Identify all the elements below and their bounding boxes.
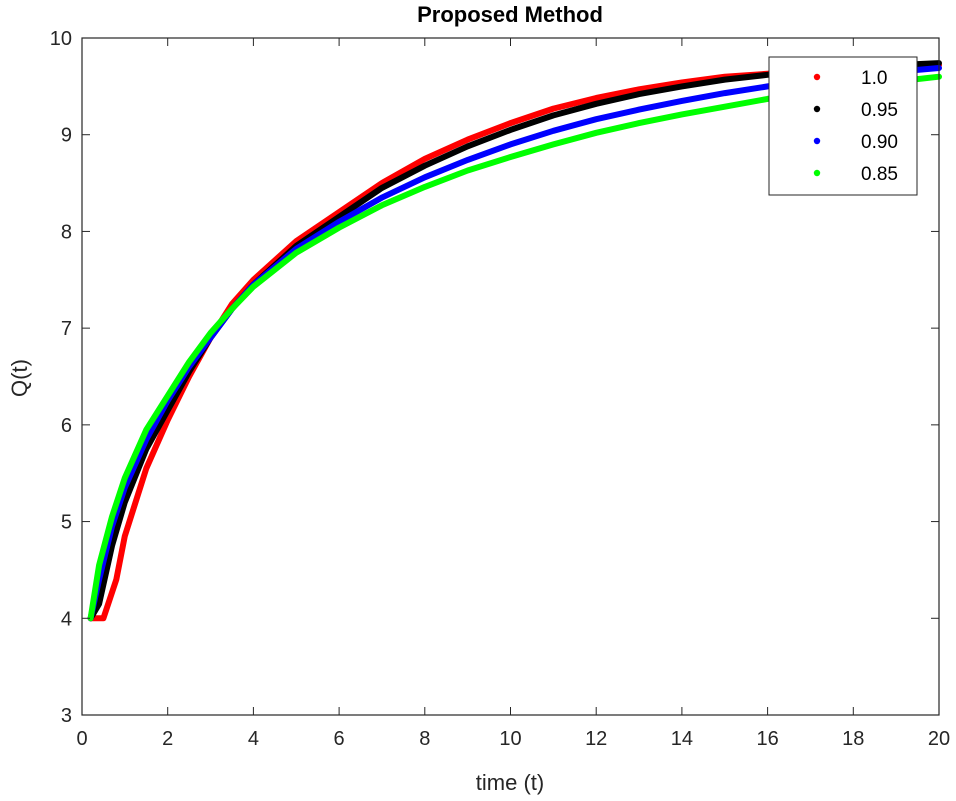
series-line-3 [87, 73, 942, 622]
y-tick-label: 4 [61, 608, 72, 630]
series-line-1 [87, 60, 942, 622]
x-tick-label: 16 [756, 728, 778, 750]
legend-label: 0.95 [861, 100, 898, 121]
chart-title: Proposed Method [417, 2, 603, 27]
legend-marker [813, 137, 821, 145]
legend-label: 1.0 [861, 68, 887, 89]
x-tick-label: 2 [162, 728, 173, 750]
legend-marker [813, 169, 821, 177]
legend-marker [813, 73, 821, 81]
y-tick-label: 9 [61, 125, 72, 147]
legend-label: 0.85 [861, 164, 898, 185]
legend-marker [813, 105, 821, 113]
legend-label: 0.90 [861, 132, 898, 153]
x-tick-label: 18 [842, 728, 864, 750]
x-tick-label: 4 [248, 728, 259, 750]
y-axis-label: Q(t) [7, 359, 32, 397]
legend: 1.0 0.95 0.90 0.85 [768, 56, 918, 196]
x-tick-label: 14 [671, 728, 693, 750]
x-tick-label: 6 [334, 728, 345, 750]
x-tick-label: 20 [928, 728, 950, 750]
series-line-2 [87, 65, 942, 622]
x-axis-label: time (t) [476, 770, 544, 795]
x-tick-label: 0 [76, 728, 87, 750]
y-tick-label: 8 [61, 221, 72, 243]
y-tick-label: 3 [61, 705, 72, 727]
legend-box [768, 56, 918, 196]
y-tick-label: 6 [61, 415, 72, 437]
y-tick-label: 10 [50, 28, 72, 50]
y-tick-label: 7 [61, 318, 72, 340]
x-tick-label: 8 [419, 728, 430, 750]
y-tick-label: 5 [61, 512, 72, 534]
x-tick-label: 12 [585, 728, 607, 750]
x-tick-label: 10 [499, 728, 521, 750]
